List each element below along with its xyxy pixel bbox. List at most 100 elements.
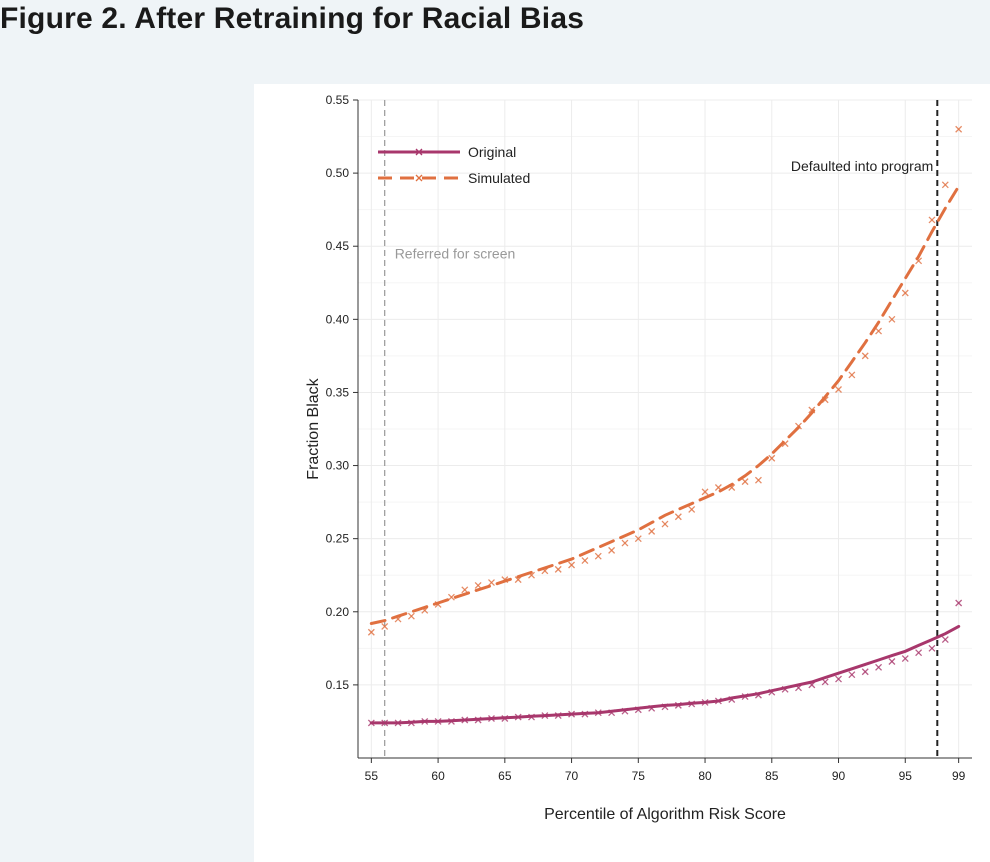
simulated-point-stroke: [875, 327, 883, 335]
simulated-point: [835, 386, 842, 393]
simulated-point-stroke: [941, 181, 949, 189]
simulated-fit-line: [369, 184, 961, 625]
simulated-point: [781, 440, 789, 448]
simulated-point: [701, 488, 709, 496]
simulated-point-stroke: [714, 484, 722, 491]
simulated-point: [608, 546, 616, 554]
original-point-stroke: [407, 719, 415, 727]
original-point: [714, 697, 722, 705]
simulated-point-stroke: [795, 422, 802, 430]
original-point: [955, 599, 963, 607]
original-point: [861, 668, 869, 676]
original-point: [568, 710, 576, 718]
original-point-stroke: [768, 688, 776, 696]
series-layer: [367, 125, 963, 727]
original-point: [795, 684, 802, 692]
original-point: [367, 719, 375, 727]
simulated-point-stroke: [754, 476, 762, 484]
simulated-point: [768, 454, 776, 462]
original-point: [541, 712, 549, 720]
original-point-stroke: [701, 698, 709, 706]
simulated-point-stroke: [528, 571, 535, 579]
legend-marker-simulated: [415, 174, 423, 182]
y-tick-label: 0.55: [326, 93, 350, 107]
original-point: [888, 658, 896, 665]
y-tick-label: 0.20: [326, 605, 350, 619]
original-point-stroke: [688, 700, 696, 708]
original-point: [381, 719, 389, 727]
simulated-point-stroke: [634, 535, 642, 543]
simulated-point-stroke: [835, 386, 842, 393]
simulated-point-stroke: [621, 539, 629, 547]
simulated-point-stroke: [888, 315, 896, 323]
original-point-stroke: [514, 713, 522, 721]
simulated-point: [514, 576, 522, 584]
original-point-stroke: [528, 713, 535, 721]
y-tick-label: 0.50: [326, 166, 350, 180]
x-tick-label: 60: [431, 769, 445, 783]
y-tick-label: 0.30: [326, 459, 350, 473]
x-axis-title: Percentile of Algorithm Risk Score: [544, 806, 786, 823]
original-point: [821, 678, 829, 686]
original-point-stroke: [461, 716, 469, 724]
original-point: [941, 636, 949, 644]
simulated-point-stroke: [501, 576, 509, 584]
original-point-stroke: [928, 644, 936, 652]
simulated-point-stroke: [461, 586, 469, 594]
original-point-stroke: [541, 712, 549, 720]
simulated-point: [648, 527, 656, 535]
simulated-point: [688, 505, 696, 513]
simulated-point-stroke: [728, 484, 736, 491]
simulated-point-stroke: [688, 505, 696, 513]
simulated-point: [407, 612, 415, 620]
simulated-point-stroke: [394, 615, 402, 623]
simulated-point: [568, 561, 576, 569]
original-point-stroke: [381, 719, 389, 727]
original-point: [634, 706, 642, 714]
simulated-point-stroke: [447, 593, 455, 601]
original-point: [928, 644, 936, 652]
simulated-point: [634, 535, 642, 543]
original-point: [741, 693, 749, 701]
simulated-point: [554, 565, 562, 573]
simulated-point-stroke: [381, 622, 389, 630]
original-point-stroke: [434, 717, 442, 725]
simulated-point: [741, 478, 749, 486]
original-point-stroke: [488, 715, 495, 722]
original-point-stroke: [861, 668, 869, 676]
figure-title: Figure 2. After Retraining for Racial Bi…: [0, 2, 585, 35]
original-point: [528, 713, 535, 721]
simulated-point: [674, 513, 682, 521]
simulated-point: [501, 576, 509, 584]
simulated-point-stroke: [608, 546, 616, 554]
simulated-point-stroke: [861, 352, 869, 360]
original-point: [501, 715, 509, 722]
simulated-point-stroke: [648, 527, 656, 535]
original-point: [594, 709, 602, 717]
x-tick-label: 99: [952, 769, 966, 783]
simulated-point-stroke: [901, 289, 909, 297]
original-point-stroke: [821, 678, 829, 686]
chart-panel: Referred for screen Defaulted into progra…: [254, 84, 990, 862]
simulated-point: [901, 289, 909, 297]
original-point: [434, 717, 442, 725]
simulated-point-stroke: [915, 257, 923, 265]
original-point-stroke: [835, 675, 842, 683]
simulated-point: [594, 552, 602, 560]
original-point: [421, 717, 429, 725]
defaulted-into-program-label: Defaulted into program: [791, 158, 933, 174]
original-point-stroke: [474, 716, 482, 724]
simulated-point: [367, 628, 375, 636]
original-point: [835, 675, 842, 683]
simulated-point-stroke: [421, 606, 429, 614]
original-point: [728, 696, 736, 703]
simulated-point-stroke: [701, 488, 709, 496]
original-point-stroke: [728, 696, 736, 703]
simulated-point-stroke: [768, 454, 776, 462]
original-point-stroke: [568, 710, 576, 718]
simulated-point: [528, 571, 535, 579]
x-tick-label: 55: [365, 769, 379, 783]
x-tick-label: 95: [899, 769, 913, 783]
original-point-stroke: [621, 707, 629, 715]
x-tick-label: 80: [698, 769, 712, 783]
